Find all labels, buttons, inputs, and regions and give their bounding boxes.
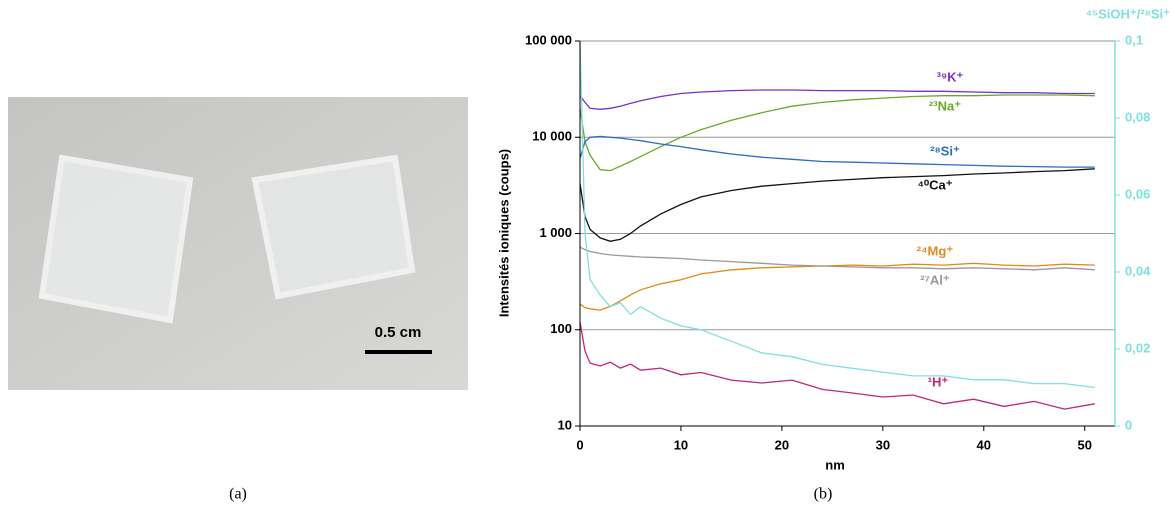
- series-line: [579, 321, 1095, 410]
- y2-tick-label: 0,02: [1125, 340, 1150, 355]
- y-tick-label: 100: [550, 321, 572, 336]
- scale-label: 0.5 cm: [375, 324, 422, 341]
- series-label: ²⁸Si⁺: [930, 143, 960, 158]
- x-tick-label: 50: [1077, 437, 1091, 452]
- y2-tick-label: 0,08: [1125, 109, 1150, 124]
- series-label: ¹H⁺: [928, 374, 949, 389]
- caption: (b): [814, 486, 833, 503]
- y2-tick-label: 0,06: [1125, 186, 1150, 201]
- y-tick-label: 1 000: [539, 225, 572, 240]
- series-line: [579, 89, 1095, 110]
- series-line: [579, 246, 1095, 271]
- y-tick-label: 100 000: [525, 32, 572, 47]
- x-tick-label: 10: [674, 437, 688, 452]
- y2-tick-label: 0,04: [1125, 263, 1151, 278]
- caption: (a): [229, 486, 247, 503]
- x-axis-title: nm: [825, 457, 845, 472]
- glass-sample: [251, 154, 416, 300]
- series-label: ²⁷Al⁺: [920, 272, 950, 287]
- series-line: [579, 168, 1095, 242]
- y-tick-label: 10: [558, 417, 572, 432]
- y2-tick-label: 0,1: [1125, 32, 1143, 47]
- series-label: ²⁴Mg⁺: [917, 243, 954, 258]
- y-tick-label: 10 000: [532, 129, 572, 144]
- series-line: [579, 262, 1095, 311]
- series-label: ³⁹K⁺: [937, 69, 964, 84]
- y2-axis-title: ⁴⁵SiOH⁺/²⁸Si⁺: [1086, 6, 1171, 21]
- series-label: ²³Na⁺: [929, 98, 961, 113]
- glass-sample: [38, 154, 194, 324]
- x-tick-label: 30: [876, 437, 890, 452]
- y-axis-title: Intensités ioniques (coups): [496, 149, 511, 317]
- y2-tick-label: 0: [1125, 417, 1132, 432]
- series-line: [579, 135, 1095, 168]
- series-line: [579, 40, 1095, 389]
- photo: 0.5 cm: [8, 97, 468, 390]
- x-tick-label: 40: [977, 437, 991, 452]
- x-tick-label: 20: [775, 437, 789, 452]
- series-label: ⁴⁰Ca⁺: [917, 177, 952, 192]
- x-tick-label: 0: [576, 437, 583, 452]
- series-line: [579, 94, 1095, 172]
